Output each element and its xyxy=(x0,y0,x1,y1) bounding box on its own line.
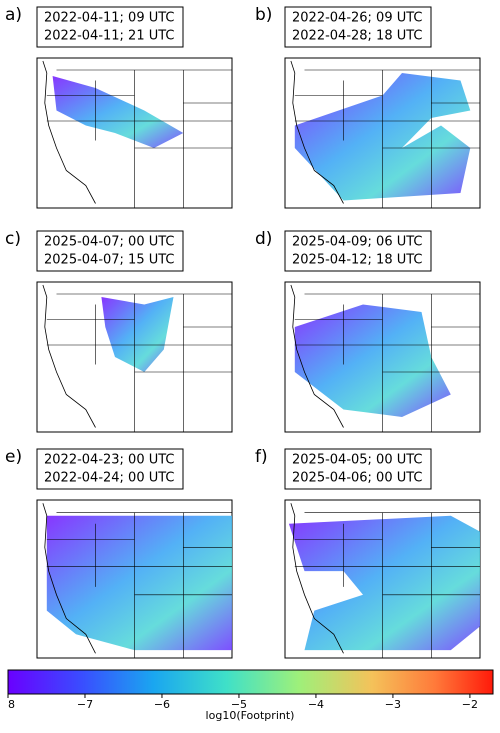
date-box xyxy=(284,6,432,48)
footprint xyxy=(52,76,184,148)
end-date: 2025-04-07; 15 UTC xyxy=(44,253,175,268)
footprint xyxy=(101,297,174,372)
coastline xyxy=(42,503,96,654)
start-date: 2022-04-11; 09 UTC xyxy=(44,11,175,26)
panel-label: b) xyxy=(255,5,272,25)
date-box xyxy=(36,6,184,48)
end-date: 2022-04-24; 00 UTC xyxy=(44,471,175,486)
coastline xyxy=(290,503,344,654)
colorbar-label: log10(Footprint) xyxy=(206,709,295,722)
start-date: 2025-04-07; 00 UTC xyxy=(44,235,175,250)
end-date: 2022-04-28; 18 UTC xyxy=(292,29,423,44)
end-date: 2022-04-11; 21 UTC xyxy=(44,29,175,44)
start-date: 2022-04-26; 09 UTC xyxy=(292,11,423,26)
colorbar-tick-label: −7 xyxy=(77,698,93,711)
colorbar-tick-label: −6 xyxy=(154,698,170,711)
date-box xyxy=(284,448,432,490)
end-date: 2025-04-06; 00 UTC xyxy=(292,471,423,486)
colorbar-tick-label: −5 xyxy=(231,698,247,711)
date-box xyxy=(36,448,184,490)
footprint xyxy=(294,304,451,417)
coastline xyxy=(42,284,96,428)
start-date: 2025-04-09; 06 UTC xyxy=(292,235,423,250)
start-date: 2025-04-05; 00 UTC xyxy=(292,453,423,468)
coastline xyxy=(290,60,344,204)
panel-label: c) xyxy=(5,229,21,249)
date-box xyxy=(36,230,184,272)
colorbar-tick-label: −3 xyxy=(385,698,401,711)
footprint xyxy=(46,515,232,651)
panel-label: a) xyxy=(5,5,22,25)
colorbar xyxy=(7,669,494,695)
colorbar-tick-label: 8 xyxy=(8,698,15,711)
panel-label: f) xyxy=(255,447,268,467)
coastline xyxy=(42,60,96,204)
colorbar-tick-label: −4 xyxy=(308,698,324,711)
date-box xyxy=(284,230,432,272)
panel-label: e) xyxy=(5,447,22,467)
footprint xyxy=(288,515,480,651)
coastline xyxy=(290,284,344,428)
colorbar-tick-label: −2 xyxy=(462,698,478,711)
end-date: 2025-04-12; 18 UTC xyxy=(292,253,423,268)
start-date: 2022-04-23; 00 UTC xyxy=(44,453,175,468)
panel-label: d) xyxy=(255,229,272,249)
